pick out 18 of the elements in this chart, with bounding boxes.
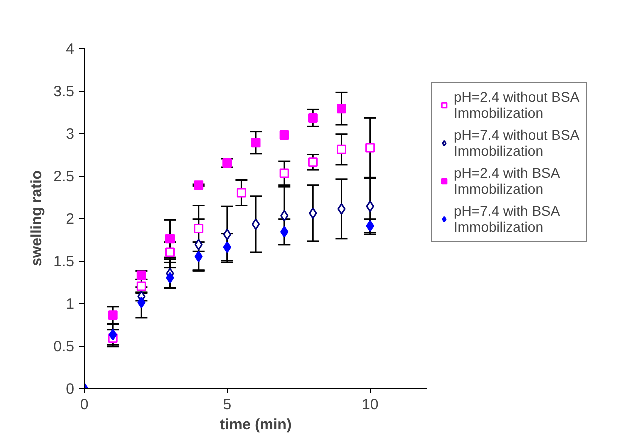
legend-label: pH=2.4 with BSA Immobilization <box>454 165 560 197</box>
x-tick-label: 5 <box>223 396 232 414</box>
y-tick-label: 3.5 <box>54 84 75 100</box>
y-axis-title: swelling ratio <box>28 170 46 266</box>
legend-label: pH=7.4 without BSA Immobilization <box>454 127 580 159</box>
y-tick-label: 0.5 <box>54 338 75 356</box>
x-axis-title: time (min) <box>220 416 292 434</box>
x-tick-label: 0 <box>80 396 89 414</box>
y-tick-label: 2 <box>66 211 74 228</box>
x-tick-label: 10 <box>362 396 379 414</box>
legend-label: pH=2.4 without BSA Immobilization <box>454 89 580 121</box>
y-tick-label: 0 <box>66 381 74 398</box>
legend-label: pH=7.4 with BSA Immobilization <box>454 203 560 235</box>
y-tick-label: 1.5 <box>54 254 75 270</box>
y-tick-label: 2.5 <box>54 168 75 186</box>
y-tick-label: 1 <box>66 296 74 313</box>
y-tick-label: 3 <box>66 126 74 143</box>
y-tick-label: 4 <box>66 41 74 58</box>
